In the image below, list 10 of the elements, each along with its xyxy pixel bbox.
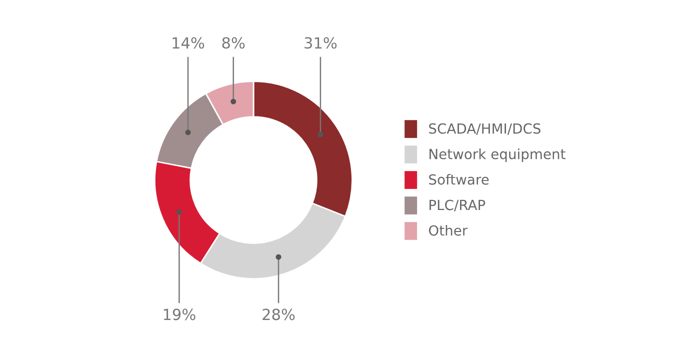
legend-label: SCADA/HMI/DCS <box>429 123 540 135</box>
legend-label: Software <box>429 174 489 185</box>
data-label: 19% <box>164 308 196 320</box>
legend-label: Other <box>428 224 468 236</box>
data-label: 8% <box>222 37 245 49</box>
legend-label: Network equipment <box>430 148 566 162</box>
data-label: 28% <box>262 308 295 320</box>
legend-label: PLC/RAP <box>430 200 486 212</box>
data-label: 14% <box>172 37 204 49</box>
data-label: 31% <box>304 37 337 49</box>
